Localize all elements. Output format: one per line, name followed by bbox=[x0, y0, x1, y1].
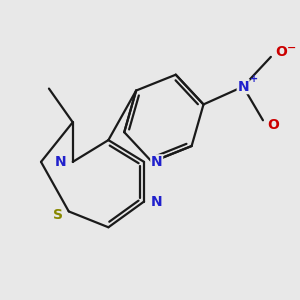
Text: N: N bbox=[151, 194, 163, 208]
Text: −: − bbox=[287, 43, 296, 53]
Text: +: + bbox=[250, 74, 258, 85]
Text: N: N bbox=[237, 80, 249, 94]
Text: N: N bbox=[55, 155, 67, 169]
Text: O: O bbox=[275, 45, 287, 59]
Text: O: O bbox=[267, 118, 279, 132]
Text: S: S bbox=[53, 208, 63, 222]
Text: N: N bbox=[151, 155, 163, 169]
